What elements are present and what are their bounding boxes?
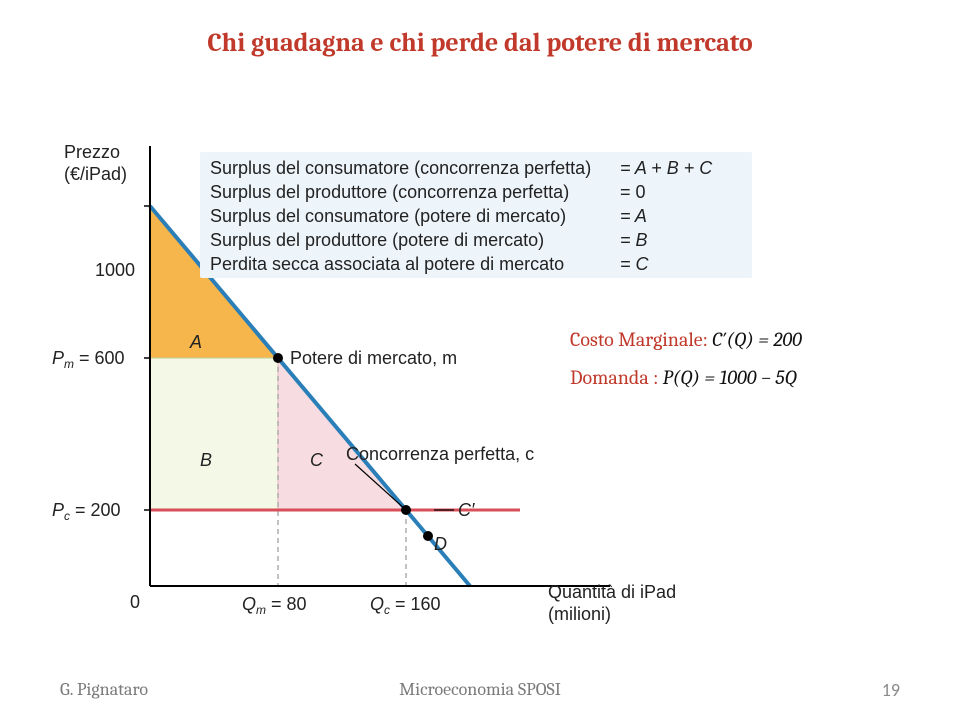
xtick-qm: Qm = 80	[242, 594, 307, 617]
label-region-a: A	[189, 332, 202, 352]
chart-container: Prezzo (€/iPad) 1000 Pm = 600 Pc = 200 0…	[50, 86, 910, 626]
eq-domanda: Domanda : P(Q) = 1000 − 5Q	[570, 366, 797, 389]
y-axis-label-1: Prezzo	[64, 142, 120, 162]
x-axis-label-1: Quantità di iPad	[548, 582, 676, 602]
y-axis-label-2: (€/iPad)	[64, 164, 127, 184]
eq-costo-marginale: Costo Marginale: C′(Q) = 200	[570, 328, 802, 351]
footer-author: G. Pignataro	[60, 679, 148, 700]
anno-conc: Concorrenza perfetta, c	[346, 444, 534, 464]
region-b	[150, 358, 278, 510]
ytick-1000: 1000	[95, 260, 135, 280]
economics-chart: Prezzo (€/iPad) 1000 Pm = 600 Pc = 200 0…	[50, 86, 910, 626]
footer-page-number: 19	[882, 679, 900, 701]
svg-text:Surplus del consumatore (poter: Surplus del consumatore (potere di merca…	[210, 206, 566, 226]
surplus-table: Surplus del consumatore (concorrenza per…	[210, 158, 713, 274]
label-region-b: B	[200, 450, 212, 470]
page-title: Chi guadagna e chi perde dal potere di m…	[0, 28, 960, 58]
anno-potere: Potere di mercato, m	[290, 348, 457, 368]
svg-text:Surplus del consumatore (conco: Surplus del consumatore (concorrenza per…	[210, 158, 591, 178]
svg-text:= A: = A	[620, 206, 647, 226]
anno-cprime: C′	[458, 500, 475, 520]
svg-text:Perdita secca associata al pot: Perdita secca associata al potere di mer…	[210, 254, 564, 274]
origin-label: 0	[130, 592, 140, 612]
svg-text:= C: = C	[620, 254, 650, 274]
page-footer: G. Pignataro Microeconomia SPOSI 19	[0, 679, 960, 700]
x-axis-label-2: (milioni)	[548, 604, 611, 624]
svg-text:= A + B + C: = A + B + C	[620, 158, 713, 178]
anno-d: D	[434, 534, 447, 554]
svg-text:Surplus del produttore (concor: Surplus del produttore (concorrenza perf…	[210, 182, 569, 202]
ytick-pm: Pm = 600	[52, 348, 125, 371]
label-region-c: C	[310, 450, 324, 470]
svg-text:Surplus del produttore (potere: Surplus del produttore (potere di mercat…	[210, 230, 544, 250]
xtick-qc: Qc = 160	[370, 594, 441, 617]
svg-text:= B: = B	[620, 230, 648, 250]
svg-text:= 0: = 0	[620, 182, 646, 202]
ytick-pc: Pc = 200	[52, 500, 121, 523]
